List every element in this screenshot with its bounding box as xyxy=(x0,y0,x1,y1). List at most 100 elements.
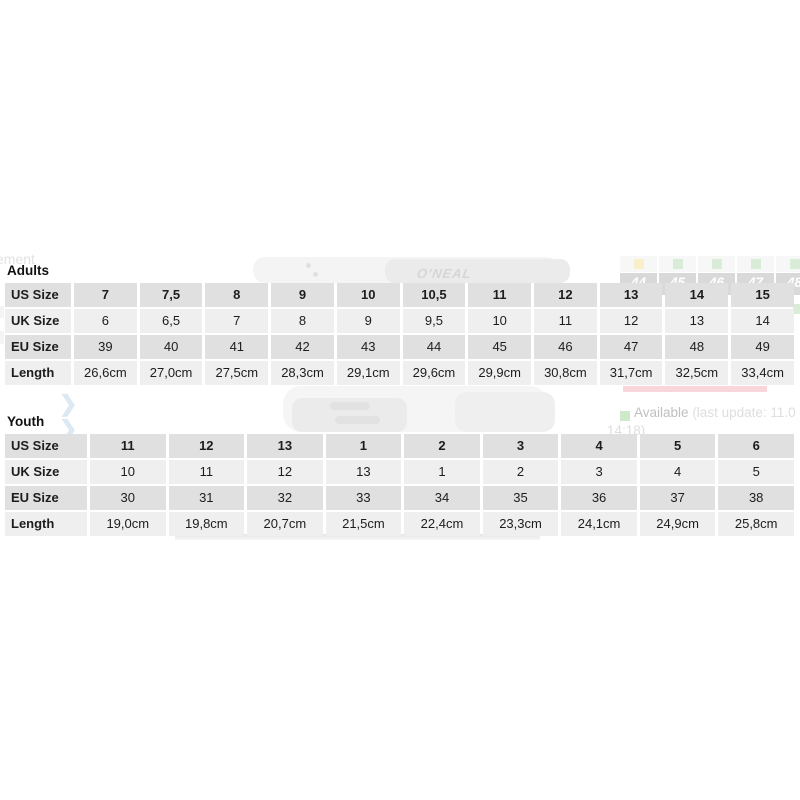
size-value-cell: 12 xyxy=(168,434,245,458)
size-value-cell: 11 xyxy=(168,460,245,484)
size-value-cell: 6,5 xyxy=(139,309,203,333)
size-value-cell: 11 xyxy=(468,283,532,307)
boot-texture-dot xyxy=(313,272,318,277)
size-value-cell: 30,8cm xyxy=(534,361,597,385)
background-fragment xyxy=(0,306,4,318)
size-value-cell: 43 xyxy=(336,335,400,359)
size-value-cell: 14 xyxy=(731,309,794,333)
row-label: Length xyxy=(5,512,87,536)
size-value-cell: 7 xyxy=(74,283,137,307)
stock-available-icon xyxy=(793,304,800,314)
size-value-cell: 13 xyxy=(599,283,663,307)
size-value-cell: 5 xyxy=(718,460,794,484)
stock-cell xyxy=(659,256,696,272)
stock-available-icon xyxy=(711,259,722,269)
size-value-cell: 31,7cm xyxy=(599,361,663,385)
stock-cell xyxy=(620,256,657,272)
row-label: Length xyxy=(5,361,71,385)
size-value-cell: 22,4cm xyxy=(404,512,480,536)
size-value-cell: 19,8cm xyxy=(168,512,245,536)
size-value-cell: 20,7cm xyxy=(247,512,323,536)
size-value-cell: 9 xyxy=(271,283,334,307)
legend-note: (last update: 11.0 xyxy=(692,405,796,420)
stock-cell xyxy=(737,256,774,272)
size-value-cell: 5 xyxy=(639,434,716,458)
stock-available-icon xyxy=(750,259,761,269)
size-value-cell: 12 xyxy=(247,460,323,484)
size-value-cell: 7 xyxy=(205,309,269,333)
adults-title: Adults xyxy=(7,263,49,278)
size-value-cell: 30 xyxy=(90,486,166,510)
faded-product-image xyxy=(385,259,570,283)
size-value-cell: 7,5 xyxy=(139,283,203,307)
size-value-cell: 40 xyxy=(139,335,203,359)
size-value-cell: 13 xyxy=(325,460,402,484)
unavailable-bar xyxy=(623,386,767,392)
size-value-cell: 1 xyxy=(404,460,480,484)
size-value-cell: 23,3cm xyxy=(482,512,559,536)
youth-size-table: US Size 11 12 13 1 2 3 4 5 6 UK Size 10 11 12 13 1 2 3 4 5 E… xyxy=(2,432,797,538)
size-value-cell: 29,6cm xyxy=(402,361,466,385)
size-value-cell: 21,5cm xyxy=(325,512,402,536)
size-value-cell: 38 xyxy=(718,486,794,510)
boot-buckle-shape xyxy=(335,416,380,424)
table-row: US Size 7 7,5 8 9 10 10,5 11 12 13 14 15 xyxy=(5,283,794,307)
legend-label: Available xyxy=(634,405,689,420)
size-value-cell: 33 xyxy=(325,486,402,510)
size-value-cell: 9,5 xyxy=(402,309,466,333)
size-value-cell: 47 xyxy=(599,335,663,359)
legend-text: Available (last update: 11.0 xyxy=(634,405,796,420)
brand-logo-text: O'NEAL xyxy=(415,266,473,281)
size-value-cell: 10,5 xyxy=(402,283,466,307)
size-value-cell: 4 xyxy=(639,460,716,484)
size-value-cell: 19,0cm xyxy=(90,512,166,536)
size-value-cell: 8 xyxy=(205,283,269,307)
size-value-cell: 12 xyxy=(534,283,597,307)
youth-title: Youth xyxy=(7,414,45,429)
table-row: Length 19,0cm 19,8cm 20,7cm 21,5cm 22,4cm 23,3… xyxy=(5,512,794,536)
row-label: UK Size xyxy=(5,460,87,484)
size-value-cell: 1 xyxy=(325,434,402,458)
stock-available-icon xyxy=(789,259,800,269)
size-value-cell: 8 xyxy=(271,309,334,333)
size-value-cell: 35 xyxy=(482,486,559,510)
size-value-cell: 11 xyxy=(534,309,597,333)
size-value-cell: 28,3cm xyxy=(271,361,334,385)
table-row: EU Size 39 40 41 42 43 44 45 46 47 48 49 xyxy=(5,335,794,359)
size-value-cell: 3 xyxy=(561,460,637,484)
size-value-cell: 11 xyxy=(90,434,166,458)
size-value-cell: 45 xyxy=(468,335,532,359)
size-value-cell: 25,8cm xyxy=(718,512,794,536)
stock-cell xyxy=(776,256,800,272)
size-value-cell: 13 xyxy=(665,309,729,333)
size-value-cell: 26,6cm xyxy=(74,361,137,385)
size-value-cell: 24,1cm xyxy=(561,512,637,536)
size-value-cell: 48 xyxy=(665,335,729,359)
size-value-cell: 2 xyxy=(404,434,480,458)
row-label: UK Size xyxy=(5,309,71,333)
size-value-cell: 10 xyxy=(90,460,166,484)
size-value-cell: 33,4cm xyxy=(731,361,794,385)
faded-product-image xyxy=(455,392,555,432)
background-fragment xyxy=(0,331,4,344)
clipped-background-text: ement xyxy=(0,251,35,267)
size-value-cell: 46 xyxy=(534,335,597,359)
stock-cell xyxy=(698,256,735,272)
size-value-cell: 49 xyxy=(731,335,794,359)
size-value-cell: 27,5cm xyxy=(205,361,269,385)
size-value-cell: 6 xyxy=(718,434,794,458)
table-row: Length 26,6cm 27,0cm 27,5cm 28,3cm 29,1cm 29,6… xyxy=(5,361,794,385)
stock-available-icon xyxy=(672,259,683,269)
row-label: EU Size xyxy=(5,486,87,510)
size-value-cell: 41 xyxy=(205,335,269,359)
row-label: US Size xyxy=(5,434,87,458)
size-value-cell: 44 xyxy=(402,335,466,359)
size-value-cell: 3 xyxy=(482,434,559,458)
table-row: UK Size 10 11 12 13 1 2 3 4 5 xyxy=(5,460,794,484)
stock-limited-icon xyxy=(633,259,644,269)
size-value-cell: 37 xyxy=(639,486,716,510)
size-value-cell: 10 xyxy=(468,309,532,333)
table-row: EU Size 30 31 32 33 34 35 36 37 38 xyxy=(5,486,794,510)
size-value-cell: 24,9cm xyxy=(639,512,716,536)
